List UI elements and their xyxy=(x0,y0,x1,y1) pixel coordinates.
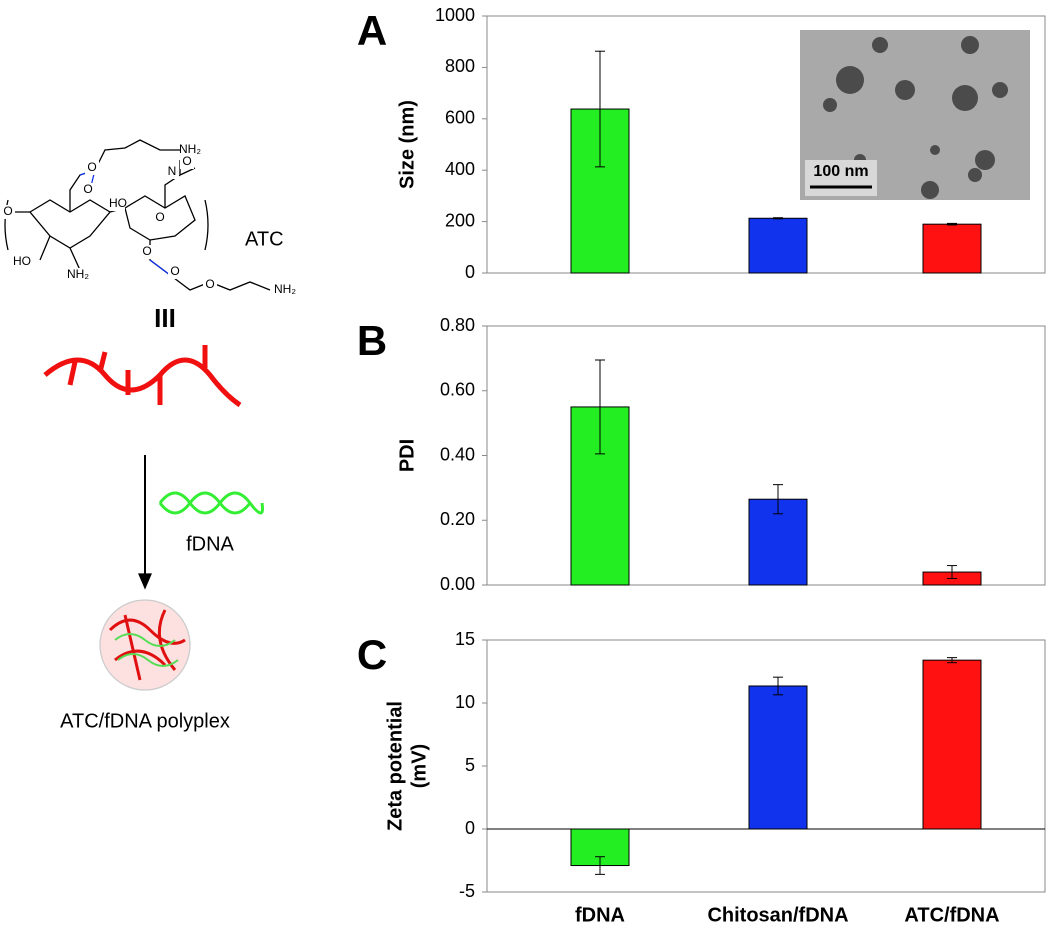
tem-particle xyxy=(975,150,995,170)
y-tick-label: 200 xyxy=(445,210,475,230)
panel-letter: C xyxy=(357,631,387,678)
y-tick-label: 0 xyxy=(465,818,475,838)
y-tick-label: 600 xyxy=(445,108,475,128)
tem-particle xyxy=(836,66,864,94)
y-tick-label: 0.40 xyxy=(440,444,475,464)
tem-particle xyxy=(992,82,1008,98)
bar xyxy=(922,223,982,274)
atom-label: O xyxy=(182,154,191,168)
y-tick-label: 800 xyxy=(445,56,475,76)
bonds xyxy=(12,139,271,291)
y-tick-label: 0.60 xyxy=(440,380,475,400)
atom-bg xyxy=(183,143,197,157)
tem-particle xyxy=(930,145,940,155)
product-label: ATC/fDNA polyplex xyxy=(60,710,230,732)
atom-bg xyxy=(85,161,99,175)
atom-label: O xyxy=(83,182,92,196)
x-tick-label: ATC/fDNA xyxy=(904,904,999,926)
polyplex-polymer xyxy=(108,609,186,681)
y-axis-label: PDI xyxy=(396,439,418,472)
tem-particle xyxy=(823,98,837,112)
tem-particle xyxy=(872,37,888,53)
atom-label: N xyxy=(168,164,177,178)
panel-letter: A xyxy=(357,7,387,54)
polyplex xyxy=(99,599,191,691)
scheme xyxy=(4,139,271,691)
panel-letter: B xyxy=(357,317,387,364)
dna-label: fDNA xyxy=(186,533,234,555)
tem-particle xyxy=(952,85,978,111)
y-tick-label: 0 xyxy=(465,262,475,282)
y-tick-label: 10 xyxy=(455,692,475,712)
atom-label: O xyxy=(205,277,214,291)
y-tick-label: 15 xyxy=(455,629,475,649)
y-tick-label: 0.20 xyxy=(440,509,475,529)
atom-bg xyxy=(180,155,194,169)
tem-particle xyxy=(895,80,915,100)
tem-particle xyxy=(961,36,979,54)
atom-label: NH₂ xyxy=(274,282,296,296)
dna-helix xyxy=(158,491,264,515)
y-tick-label: 0.80 xyxy=(440,315,475,335)
atom-label: NH₂ xyxy=(67,267,89,281)
atom-bg xyxy=(111,197,125,211)
atom-bg xyxy=(278,283,292,297)
atom-bg xyxy=(165,165,179,179)
atom-bg xyxy=(153,211,167,225)
side-chains xyxy=(67,345,208,405)
y-axis-label: Zeta potential xyxy=(384,701,406,831)
y-tick-label: 400 xyxy=(445,159,475,179)
atom-bg xyxy=(15,255,29,269)
atom-label: NH₂ xyxy=(179,142,201,156)
scale-bg xyxy=(805,160,877,196)
atom-bg xyxy=(168,265,182,279)
atom-bg xyxy=(203,278,217,292)
atom-label: O xyxy=(3,204,12,218)
brackets xyxy=(4,199,209,251)
y-tick-label: 5 xyxy=(465,755,475,775)
atom-label: O xyxy=(170,264,179,278)
atom-label: HO xyxy=(13,254,31,268)
tem-particle xyxy=(921,181,939,199)
atom-bg xyxy=(1,205,15,219)
y-axis-label: (mV) xyxy=(408,744,430,788)
bar xyxy=(922,659,982,830)
y-axis-label: Size (nm) xyxy=(396,100,418,189)
y-tick-label: -5 xyxy=(459,881,475,901)
scale-bar-label: 100 nm xyxy=(813,163,868,180)
atom-bg xyxy=(71,268,85,282)
polymer-label: ATC xyxy=(245,228,284,250)
compound-numeral: III xyxy=(154,303,176,333)
tem-particle xyxy=(968,168,982,182)
bar xyxy=(748,685,808,830)
y-tick-label: 0.00 xyxy=(440,574,475,594)
atom-label: O xyxy=(155,210,164,224)
atom-label: O xyxy=(142,244,151,258)
bar xyxy=(748,217,808,274)
atom-bg xyxy=(140,245,154,259)
polyplex-dna xyxy=(114,633,179,667)
atom-label: HO xyxy=(109,196,127,210)
ring xyxy=(124,195,196,241)
x-tick-label: fDNA xyxy=(575,904,625,926)
y-tick-label: 1000 xyxy=(435,5,475,25)
atom-label: O xyxy=(87,160,96,174)
arrow-head xyxy=(138,573,152,590)
x-tick-label: Chitosan/fDNA xyxy=(707,904,848,926)
atom-bg xyxy=(81,183,95,197)
